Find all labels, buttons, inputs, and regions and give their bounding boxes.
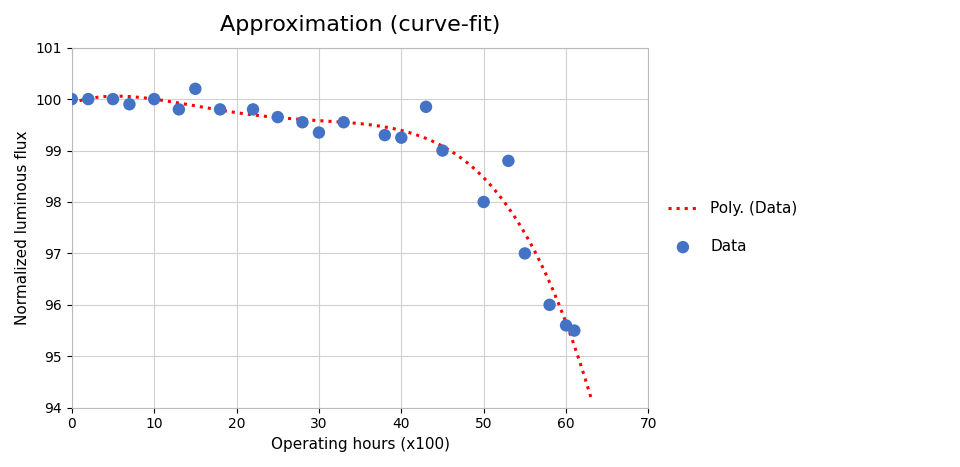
Data: [501, 157, 516, 164]
Line: Poly. (Data): Poly. (Data): [72, 96, 590, 397]
Legend: Poly. (Data), Data: Poly. (Data), Data: [667, 201, 798, 254]
Title: Approximation (curve-fit): Approximation (curve-fit): [220, 15, 500, 35]
X-axis label: Operating hours (x100): Operating hours (x100): [271, 437, 449, 452]
Data: [171, 106, 186, 113]
Data: [435, 147, 450, 154]
Poly. (Data): [201, 105, 212, 111]
Data: [517, 250, 533, 257]
Data: [106, 95, 121, 103]
Poly. (Data): [301, 117, 313, 123]
Data: [311, 129, 326, 136]
Data: [476, 198, 492, 205]
Data: [541, 301, 557, 309]
Poly. (Data): [458, 157, 469, 163]
Data: [419, 103, 434, 111]
Y-axis label: Normalized luminous flux: Normalized luminous flux: [15, 130, 30, 325]
Poly. (Data): [111, 93, 123, 99]
Poly. (Data): [414, 133, 425, 139]
Poly. (Data): [585, 394, 596, 400]
Data: [295, 119, 310, 126]
Data: [122, 100, 137, 108]
Data: [270, 113, 285, 121]
Poly. (Data): [158, 98, 170, 104]
Poly. (Data): [372, 123, 384, 129]
Data: [187, 85, 203, 92]
Data: [559, 322, 574, 329]
Data: [81, 95, 96, 103]
Data: [394, 134, 409, 142]
Data: [212, 106, 228, 113]
Data: [64, 95, 80, 103]
Poly. (Data): [66, 100, 78, 106]
Data: [246, 106, 261, 113]
Data: [377, 131, 393, 139]
Data: [336, 119, 351, 126]
Data: [147, 95, 162, 103]
Data: [566, 327, 582, 334]
